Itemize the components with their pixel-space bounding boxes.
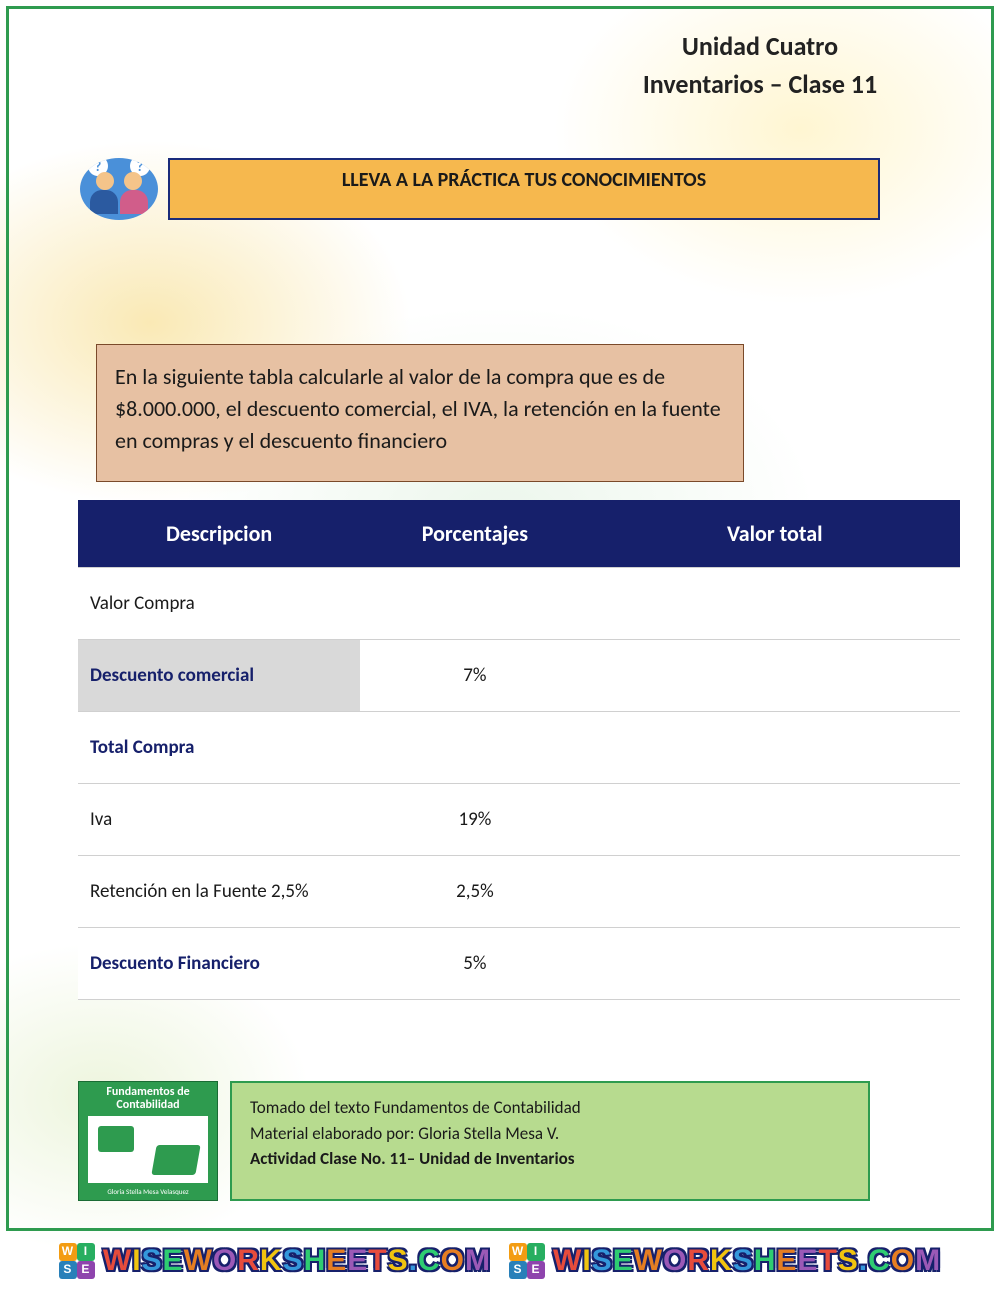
table-header-row: Descripcion Porcentajes Valor total xyxy=(78,500,960,568)
cell-desc: Descuento Financiero xyxy=(78,928,360,1000)
table-row: Descuento Financiero5% xyxy=(78,928,960,1000)
cell-desc: Descuento comercial xyxy=(78,640,360,712)
cell-pct: 5% xyxy=(360,928,589,1000)
header-line-1: Unidad Cuatro xyxy=(590,30,930,62)
banner-title-box: LLEVA A LA PRÁCTICA TUS CONOCIMIENTOS xyxy=(168,158,880,220)
table-row: Valor Compra xyxy=(78,568,960,640)
cell-pct: 19% xyxy=(360,784,589,856)
table-row: Iva19% xyxy=(78,784,960,856)
footer-block: Fundamentos de Contabilidad Gloria Stell… xyxy=(78,1081,870,1201)
footer-text-box: Tomado del texto Fundamentos de Contabil… xyxy=(230,1081,870,1201)
cell-val[interactable] xyxy=(590,928,960,1000)
table-row: Retención en la Fuente 2,5%2,5% xyxy=(78,856,960,928)
instruction-text: En la siguiente tabla calcularle al valo… xyxy=(115,363,721,454)
cell-val[interactable] xyxy=(590,568,960,640)
cell-desc: Retención en la Fuente 2,5% xyxy=(78,856,360,928)
watermark-logo-icon: WI SE xyxy=(509,1243,545,1279)
col-header-desc: Descripcion xyxy=(78,500,360,568)
cell-pct: 2,5% xyxy=(360,856,589,928)
cell-pct: 7% xyxy=(360,640,589,712)
cell-val[interactable] xyxy=(590,784,960,856)
cell-val[interactable] xyxy=(590,712,960,784)
book-title-2: Contabilidad xyxy=(116,1098,179,1112)
col-header-val: Valor total xyxy=(590,500,960,568)
banner-title: LLEVA A LA PRÁCTICA TUS CONOCIMIENTOS xyxy=(342,168,706,192)
header-block: Unidad Cuatro Inventarios – Clase 11 xyxy=(590,30,930,100)
watermark-text: WISEWORKSHEETS.COM xyxy=(103,1244,491,1278)
table-row: Total Compra xyxy=(78,712,960,784)
book-cover-image xyxy=(88,1116,208,1183)
book-cover: Fundamentos de Contabilidad Gloria Stell… xyxy=(78,1081,218,1201)
banner-row: ?? LLEVA A LA PRÁCTICA TUS CONOCIMIENTOS xyxy=(80,158,880,220)
footer-line-1: Tomado del texto Fundamentos de Contabil… xyxy=(250,1095,850,1121)
cell-desc: Valor Compra xyxy=(78,568,360,640)
cell-desc: Iva xyxy=(78,784,360,856)
watermark-text: WISEWORKSHEETS.COM xyxy=(553,1244,941,1278)
cell-val[interactable] xyxy=(590,640,960,712)
table-row: Descuento comercial7% xyxy=(78,640,960,712)
cell-val[interactable] xyxy=(590,856,960,928)
col-header-pct: Porcentajes xyxy=(360,500,589,568)
header-line-2: Inventarios – Clase 11 xyxy=(590,68,930,100)
cell-desc: Total Compra xyxy=(78,712,360,784)
watermark: WI SE WISEWORKSHEETS.COM WI SE WISEWORKS… xyxy=(0,1239,1000,1283)
instruction-box: En la siguiente tabla calcularle al valo… xyxy=(96,344,744,482)
cell-pct xyxy=(360,568,589,640)
footer-line-2: Material elaborado por: Gloria Stella Me… xyxy=(250,1121,850,1147)
watermark-logo-icon: WI SE xyxy=(59,1243,95,1279)
footer-line-3: Actividad Clase No. 11– Unidad de Invent… xyxy=(250,1146,850,1172)
people-question-icon: ?? xyxy=(80,158,158,220)
cell-pct xyxy=(360,712,589,784)
calculation-table: Descripcion Porcentajes Valor total Valo… xyxy=(78,500,960,1000)
book-author: Gloria Stella Mesa Velasquez xyxy=(107,1187,188,1196)
book-title-1: Fundamentos de xyxy=(106,1085,189,1099)
